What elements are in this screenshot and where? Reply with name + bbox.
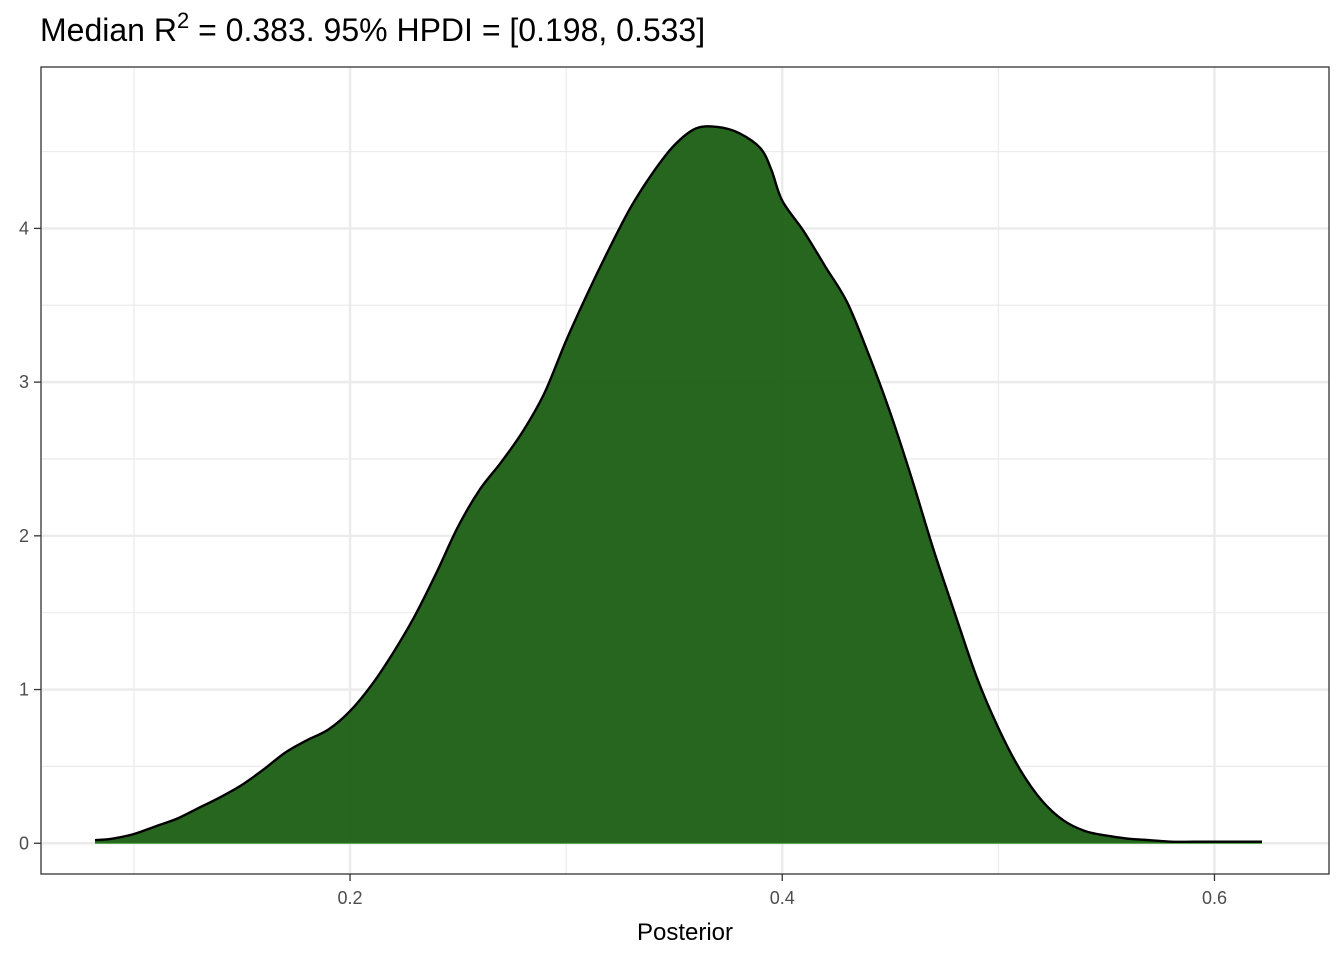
x-tick-label: 0.4 [770, 888, 795, 908]
axes: 0.2 0.4 0.6 0 1 2 3 4 [19, 218, 1227, 908]
chart-title-superscript: 2 [176, 8, 190, 33]
density-area [94, 125, 1263, 844]
chart-title-prefix: Median R [40, 12, 177, 48]
y-tick-label: 1 [19, 680, 29, 700]
chart-title-suffix: = 0.383. 95% HPDI = [0.198, 0.533] [189, 12, 706, 48]
y-tick-label: 0 [19, 833, 29, 853]
x-tick-label: 0.6 [1202, 888, 1227, 908]
y-tick-label: 4 [19, 218, 29, 238]
panel-border [40, 66, 1330, 875]
x-axis-title: Posterior [637, 919, 733, 946]
chart-title: Median R2 = 0.383. 95% HPDI = [0.198, 0.… [40, 8, 706, 49]
density-fill [95, 126, 1263, 844]
y-tick-label: 3 [19, 372, 29, 392]
y-tick-label: 2 [19, 526, 29, 546]
x-tick-label: 0.2 [338, 888, 363, 908]
density-outline [94, 125, 1263, 844]
